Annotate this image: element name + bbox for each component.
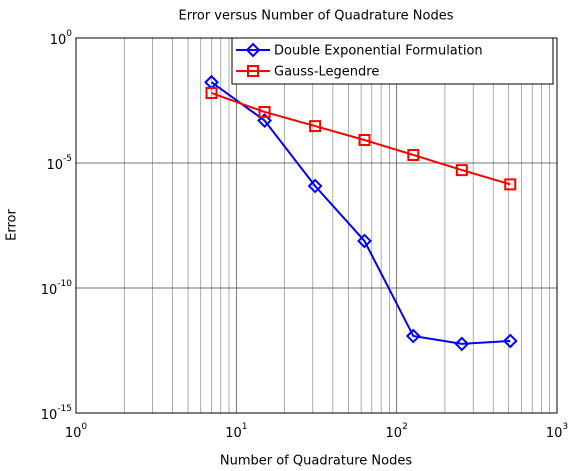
chart-title: Error versus Number of Quadrature Nodes: [178, 9, 453, 24]
marker: [502, 333, 518, 349]
marker: [504, 178, 517, 191]
marker: [407, 148, 420, 161]
line: [211, 92, 511, 186]
legend-label: Double Exponential Formulation: [274, 44, 483, 59]
y-tick-label: 10-10: [41, 279, 73, 298]
legend-marker: [247, 65, 259, 77]
y-tick-label: 10-5: [46, 154, 72, 173]
x-axis-label: Number of Quadrature Nodes: [220, 454, 412, 469]
line: [210, 81, 511, 345]
legend-box: [231, 37, 554, 85]
x-tick-label: 103: [546, 422, 568, 441]
marker: [307, 178, 323, 194]
y-axis-label: Error: [5, 209, 20, 241]
marker: [358, 134, 371, 147]
marker: [455, 164, 468, 177]
marker: [257, 113, 272, 128]
marker: [258, 105, 271, 118]
marker: [454, 336, 470, 352]
y-tick-label: 10-15: [41, 404, 72, 423]
x-tick-label: 102: [386, 422, 408, 441]
x-tick-label: 100: [65, 422, 88, 441]
marker: [309, 120, 322, 133]
marker: [357, 233, 372, 249]
legend-marker: [245, 42, 261, 58]
x-tick-label: 101: [225, 422, 247, 441]
legend-label: Gauss-Legendre: [274, 65, 379, 80]
marker: [405, 328, 421, 344]
marker: [205, 87, 218, 100]
y-tick-label: 100: [50, 29, 73, 48]
